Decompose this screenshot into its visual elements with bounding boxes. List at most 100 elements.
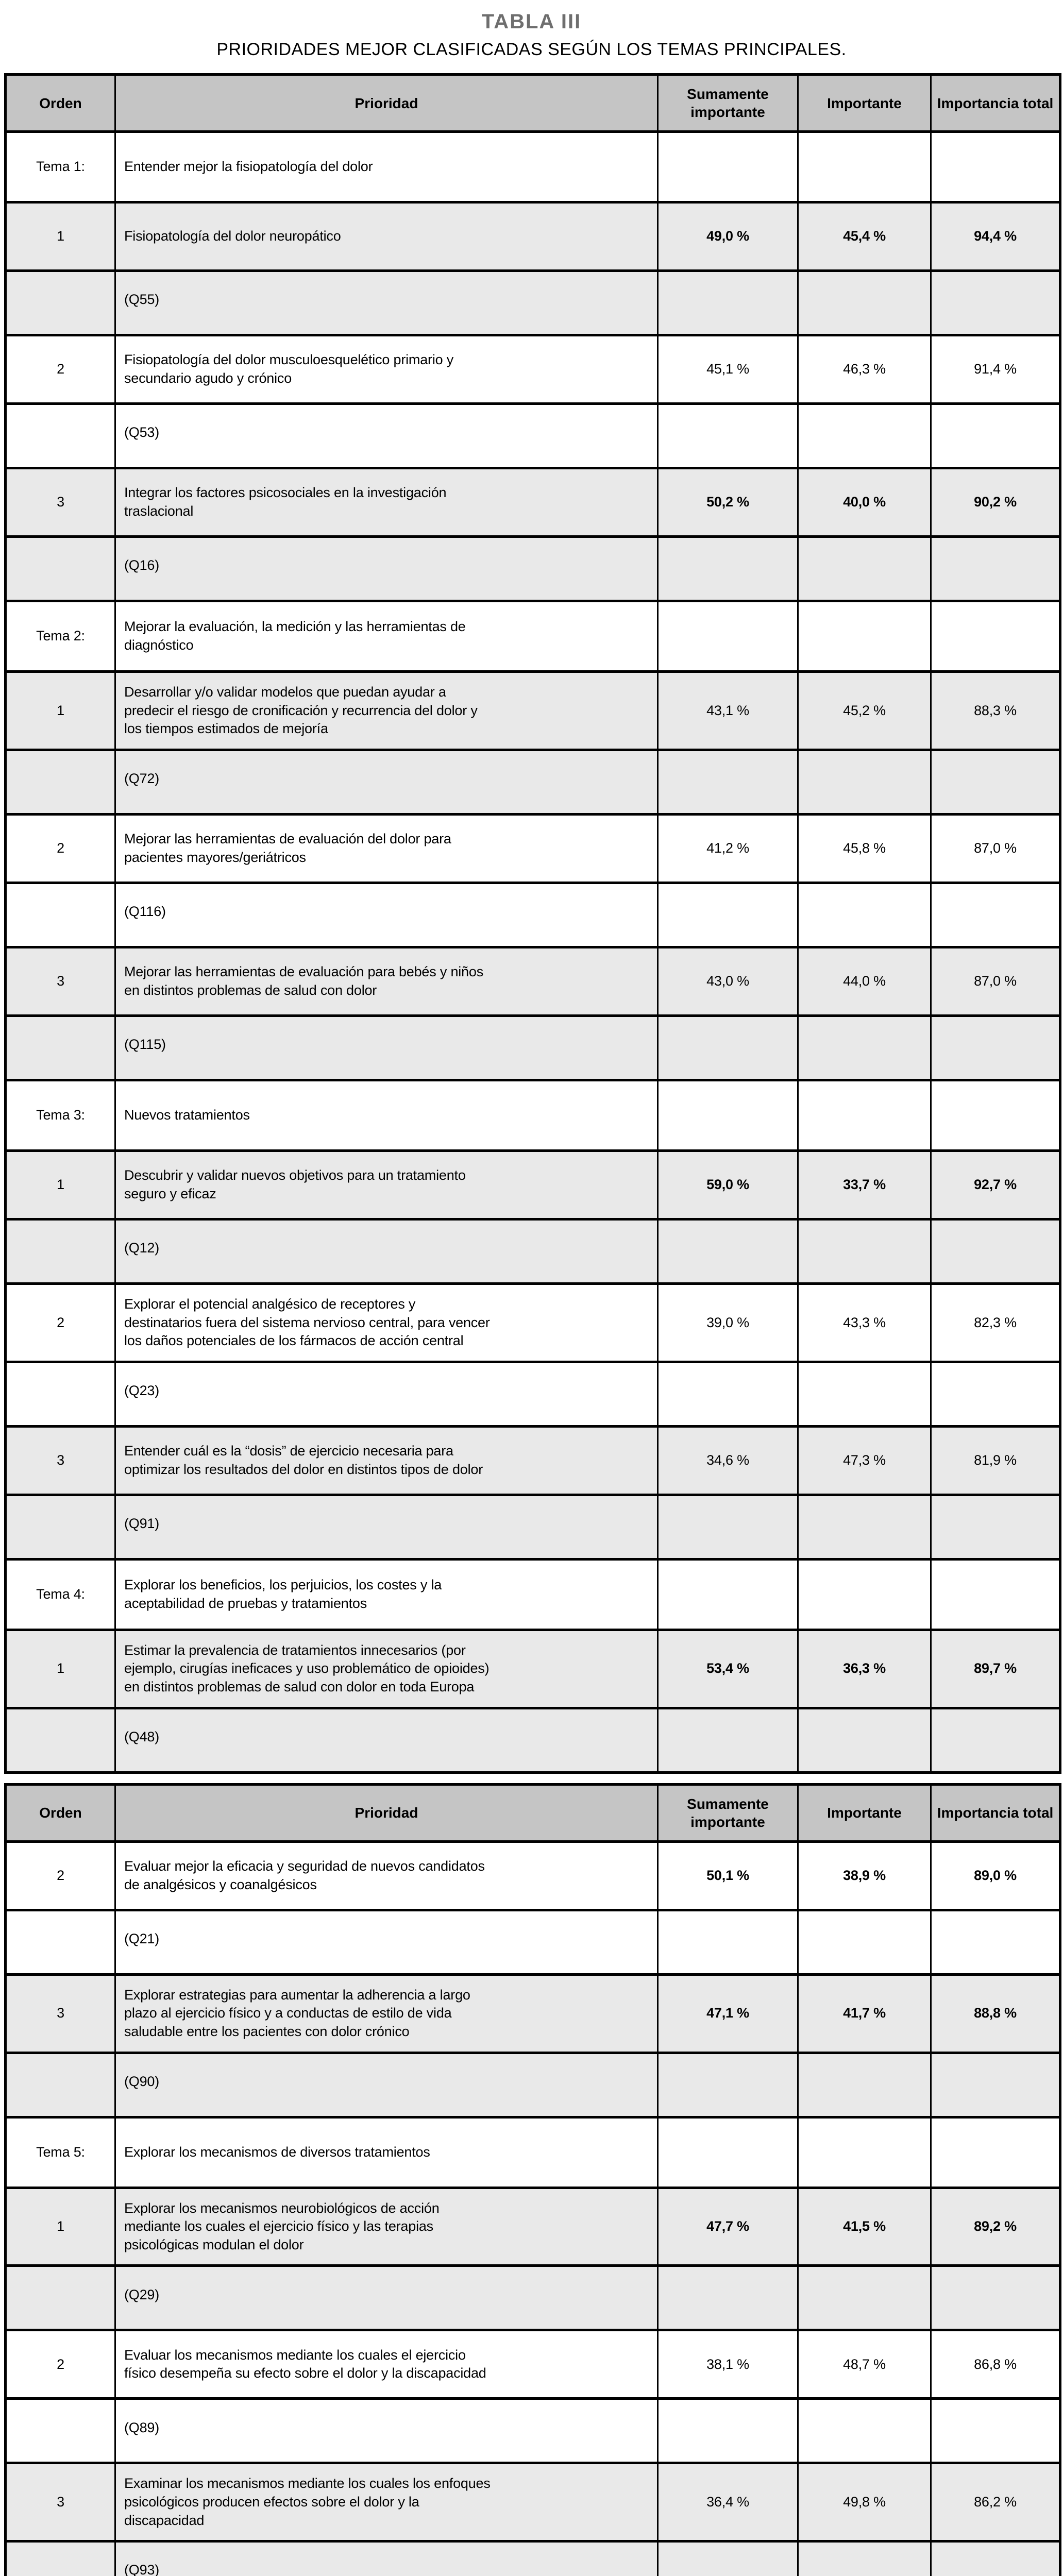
orden-cell: 1 xyxy=(5,201,116,272)
qcode-row: (Q89) xyxy=(5,2397,1061,2465)
orden-cell: 2 xyxy=(5,2329,116,2400)
header-row: Orden Prioridad Sumamente importante Import… xyxy=(5,73,1061,133)
value-cell-importante xyxy=(797,535,932,602)
value-cell-importancia-total xyxy=(930,1706,1061,1774)
priorities-table-part-2: Orden Prioridad Sumamente importante Import… xyxy=(4,1783,1061,2576)
value-cell-importante xyxy=(797,1493,932,1561)
orden-cell xyxy=(5,2264,116,2332)
tema-row: Tema 5: Explorar los mecanismos de divers… xyxy=(5,2115,1061,2189)
question-code-cell: (Q12) xyxy=(114,1217,659,1285)
value-cell-sumamente-importante xyxy=(657,130,799,204)
value-cell-importancia-total: 82,3 % xyxy=(930,1282,1061,1363)
priority-text-cell: Fisiopatología del dolor musculoesquelét… xyxy=(114,334,659,405)
orden-cell: 1 xyxy=(5,670,116,751)
orden-cell xyxy=(5,1908,116,1976)
priority-row: 1 Desarrollar y/o validar modelos que pue… xyxy=(5,670,1061,751)
orden-cell xyxy=(5,1014,116,1081)
value-cell-importancia-total: 89,2 % xyxy=(930,2186,1061,2267)
orden-cell xyxy=(5,2540,116,2576)
value-cell-sumamente-importante: 43,0 % xyxy=(657,945,799,1017)
value-cell-importante: 46,3 % xyxy=(797,334,932,405)
value-cell-importancia-total: 87,0 % xyxy=(930,812,1061,884)
value-cell-importante xyxy=(797,1908,932,1976)
column-header-orden: Orden xyxy=(5,1783,116,1843)
question-code-cell: (Q93) xyxy=(114,2540,659,2576)
tema-row: Tema 4: Explorar los beneficios, los perj… xyxy=(5,1557,1061,1631)
value-cell-sumamente-importante: 59,0 % xyxy=(657,1149,799,1221)
value-cell-importante: 41,5 % xyxy=(797,2186,932,2267)
value-cell-importancia-total: 88,3 % xyxy=(930,670,1061,751)
value-cell-importancia-total xyxy=(930,1908,1061,1976)
value-cell-importancia-total: 90,2 % xyxy=(930,467,1061,538)
priority-text-cell: Explorar el potencial analgésico de rece… xyxy=(114,1282,659,1363)
value-cell-importante xyxy=(797,2540,932,2576)
orden-cell: 2 xyxy=(5,1840,116,1911)
page-title: TABLA III xyxy=(481,10,582,33)
priority-row: 1 Estimar la prevalencia de tratamientos … xyxy=(5,1628,1061,1709)
priorities-tables-container: Orden Prioridad Sumamente importante Import… xyxy=(4,73,1061,2576)
orden-cell: 3 xyxy=(5,467,116,538)
orden-cell xyxy=(5,1493,116,1561)
priority-row: 2 Evaluar mejor la eficacia y seguridad d… xyxy=(5,1840,1061,1911)
value-cell-sumamente-importante xyxy=(657,1706,799,1774)
question-code-cell: (Q48) xyxy=(114,1706,659,1774)
value-cell-sumamente-importante xyxy=(657,748,799,816)
orden-cell: 1 xyxy=(5,1628,116,1709)
value-cell-sumamente-importante: 50,2 % xyxy=(657,467,799,538)
tema-row: Tema 3: Nuevos tratamientos xyxy=(5,1078,1061,1152)
value-cell-sumamente-importante xyxy=(657,1493,799,1561)
value-cell-importante xyxy=(797,402,932,469)
orden-cell: 2 xyxy=(5,1282,116,1363)
value-cell-importancia-total: 86,2 % xyxy=(930,2462,1061,2543)
value-cell-importancia-total xyxy=(930,402,1061,469)
value-cell-importancia-total: 86,8 % xyxy=(930,2329,1061,2400)
header-row: Orden Prioridad Sumamente importante Import… xyxy=(5,1783,1061,1843)
column-header-prioridad: Prioridad xyxy=(114,1783,659,1843)
value-cell-sumamente-importante xyxy=(657,269,799,336)
column-header-importante: Importante xyxy=(797,1783,932,1843)
priority-text-cell: Explorar los beneficios, los perjuicios,… xyxy=(114,1557,659,1631)
value-cell-importante xyxy=(797,600,932,673)
tema-label-cell: Tema 3: xyxy=(5,1078,116,1152)
value-cell-importante xyxy=(797,1557,932,1631)
value-cell-sumamente-importante xyxy=(657,2264,799,2332)
value-cell-importancia-total xyxy=(930,1078,1061,1152)
value-cell-importante xyxy=(797,1014,932,1081)
priority-text-cell: Estimar la prevalencia de tratamientos i… xyxy=(114,1628,659,1709)
question-code-cell: (Q16) xyxy=(114,535,659,602)
priority-text-cell: Entender mejor la fisiopatología del dol… xyxy=(114,130,659,204)
value-cell-sumamente-importante xyxy=(657,600,799,673)
value-cell-sumamente-importante xyxy=(657,1014,799,1081)
tema-label-cell: Tema 1: xyxy=(5,130,116,204)
qcode-row: (Q93) xyxy=(5,2540,1061,2576)
priority-row: 1 Descubrir y validar nuevos objetivos pa… xyxy=(5,1149,1061,1221)
value-cell-importancia-total: 89,7 % xyxy=(930,1628,1061,1709)
question-code-cell: (Q21) xyxy=(114,1908,659,1976)
qcode-row: (Q12) xyxy=(5,1217,1061,1285)
priority-row: 2 Explorar el potencial analgésico de rec… xyxy=(5,1282,1061,1363)
value-cell-importante: 48,7 % xyxy=(797,2329,932,2400)
priority-row: 2 Fisiopatología del dolor musculoesquelé… xyxy=(5,334,1061,405)
qcode-row: (Q115) xyxy=(5,1014,1061,1081)
orden-cell xyxy=(5,881,116,948)
value-cell-sumamente-importante xyxy=(657,1217,799,1285)
value-cell-importante xyxy=(797,1706,932,1774)
value-cell-importante: 44,0 % xyxy=(797,945,932,1017)
value-cell-sumamente-importante: 43,1 % xyxy=(657,670,799,751)
value-cell-sumamente-importante: 49,0 % xyxy=(657,201,799,272)
qcode-row: (Q21) xyxy=(5,1908,1061,1976)
priority-row: 2 Evaluar los mecanismos mediante los cua… xyxy=(5,2329,1061,2400)
orden-cell xyxy=(5,402,116,469)
value-cell-importancia-total xyxy=(930,1360,1061,1428)
priority-text-cell: Mejorar las herramientas de evaluación p… xyxy=(114,945,659,1017)
qcode-row: (Q16) xyxy=(5,535,1061,602)
value-cell-importancia-total: 88,8 % xyxy=(930,1973,1061,2054)
orden-cell: 3 xyxy=(5,2462,116,2543)
value-cell-importancia-total xyxy=(930,2264,1061,2332)
question-code-cell: (Q53) xyxy=(114,402,659,469)
qcode-row: (Q23) xyxy=(5,1360,1061,1428)
value-cell-importancia-total xyxy=(930,2540,1061,2576)
value-cell-importante xyxy=(797,130,932,204)
column-header-orden: Orden xyxy=(5,73,116,133)
